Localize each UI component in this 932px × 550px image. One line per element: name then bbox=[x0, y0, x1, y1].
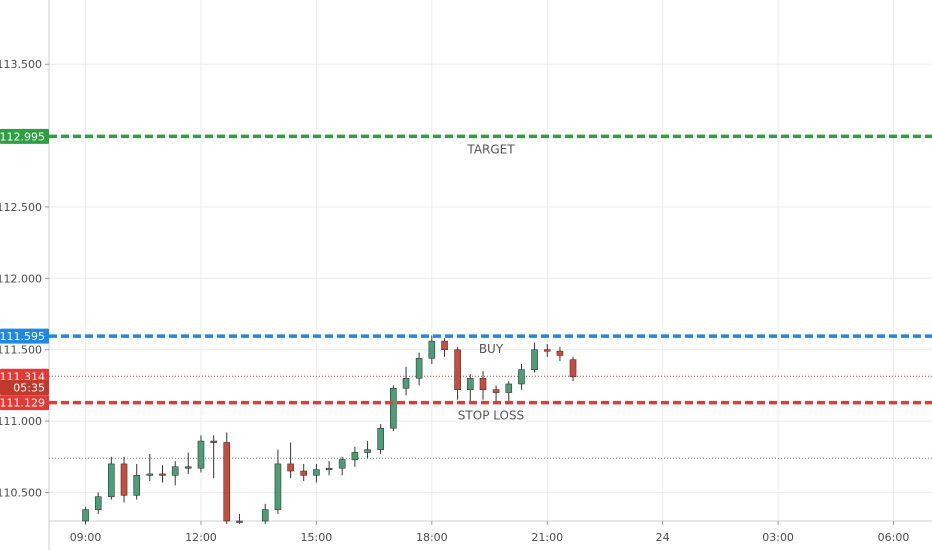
x-tick-label: 24 bbox=[656, 531, 670, 544]
candle-up[interactable] bbox=[313, 469, 320, 476]
candle-up[interactable] bbox=[364, 449, 371, 453]
candle-up[interactable] bbox=[108, 463, 115, 498]
candle-up[interactable] bbox=[338, 459, 346, 469]
candle-up[interactable] bbox=[351, 452, 359, 460]
price-tag-label: 111.314 bbox=[0, 370, 45, 383]
price-tag bbox=[0, 395, 49, 411]
candle-up[interactable] bbox=[133, 475, 141, 496]
candle-down[interactable] bbox=[441, 340, 448, 351]
candle-down[interactable] bbox=[210, 440, 217, 443]
price-tag-label: 111.595 bbox=[0, 330, 45, 343]
price-tag bbox=[0, 380, 49, 396]
candle-up[interactable] bbox=[428, 340, 436, 359]
candle-down[interactable] bbox=[556, 350, 564, 356]
x-tick-label: 12:00 bbox=[185, 531, 217, 544]
price-tag-label: 05:35 bbox=[13, 382, 45, 395]
x-tick-label: 18:00 bbox=[416, 531, 448, 544]
x-tick-label: 09:00 bbox=[70, 531, 102, 544]
level-label-stop-loss: STOP LOSS bbox=[458, 409, 524, 423]
x-tick-label: 06:00 bbox=[878, 531, 910, 544]
candle-up[interactable] bbox=[82, 509, 89, 522]
level-label-target: TARGET bbox=[466, 142, 515, 156]
x-tick-label: 21:00 bbox=[531, 531, 563, 544]
candle-up[interactable] bbox=[415, 357, 423, 379]
candle-up[interactable] bbox=[146, 473, 154, 476]
y-tick-label: 111.500 bbox=[0, 344, 42, 357]
candle-up[interactable] bbox=[518, 369, 525, 385]
candle-up[interactable] bbox=[505, 383, 513, 393]
price-tag-label: 111.129 bbox=[0, 397, 45, 410]
candle-down[interactable] bbox=[120, 463, 128, 496]
y-tick-label: 112.000 bbox=[0, 272, 42, 285]
candle-up[interactable] bbox=[197, 440, 205, 469]
y-tick-label: 110.500 bbox=[0, 486, 42, 499]
candle-up[interactable] bbox=[274, 463, 282, 510]
candle-down[interactable] bbox=[300, 470, 308, 476]
candle-up[interactable] bbox=[325, 467, 333, 470]
candle-up[interactable] bbox=[390, 387, 397, 429]
x-tick-label: 15:00 bbox=[301, 531, 333, 544]
candle-down[interactable] bbox=[159, 473, 166, 476]
candle-up[interactable] bbox=[261, 509, 269, 522]
candle-down[interactable] bbox=[454, 349, 461, 390]
candle-up[interactable] bbox=[171, 466, 179, 476]
candle-down[interactable] bbox=[223, 442, 231, 522]
candle-up[interactable] bbox=[402, 377, 410, 389]
candle-down[interactable] bbox=[184, 466, 192, 469]
candle-up[interactable] bbox=[531, 349, 538, 370]
x-tick-label: 03:00 bbox=[762, 531, 794, 544]
price-tag bbox=[0, 328, 49, 344]
level-label-buy: BUY bbox=[479, 342, 504, 356]
candle-down[interactable] bbox=[287, 463, 294, 472]
candle-down[interactable] bbox=[543, 349, 551, 352]
candle-up[interactable] bbox=[94, 496, 102, 510]
candle-down[interactable] bbox=[569, 359, 577, 378]
candle-up[interactable] bbox=[467, 377, 474, 390]
candle-down[interactable] bbox=[236, 520, 243, 523]
candle-down[interactable] bbox=[492, 389, 500, 393]
candle-down[interactable] bbox=[479, 377, 487, 390]
y-tick-label: 111.000 bbox=[0, 415, 42, 428]
candle-up[interactable] bbox=[377, 427, 384, 450]
price-tag bbox=[0, 128, 49, 144]
y-tick-label: 113.500 bbox=[0, 58, 42, 71]
y-tick-label: 112.500 bbox=[0, 201, 42, 214]
price-tag bbox=[0, 368, 49, 384]
price-tag-label: 112.995 bbox=[0, 130, 45, 143]
